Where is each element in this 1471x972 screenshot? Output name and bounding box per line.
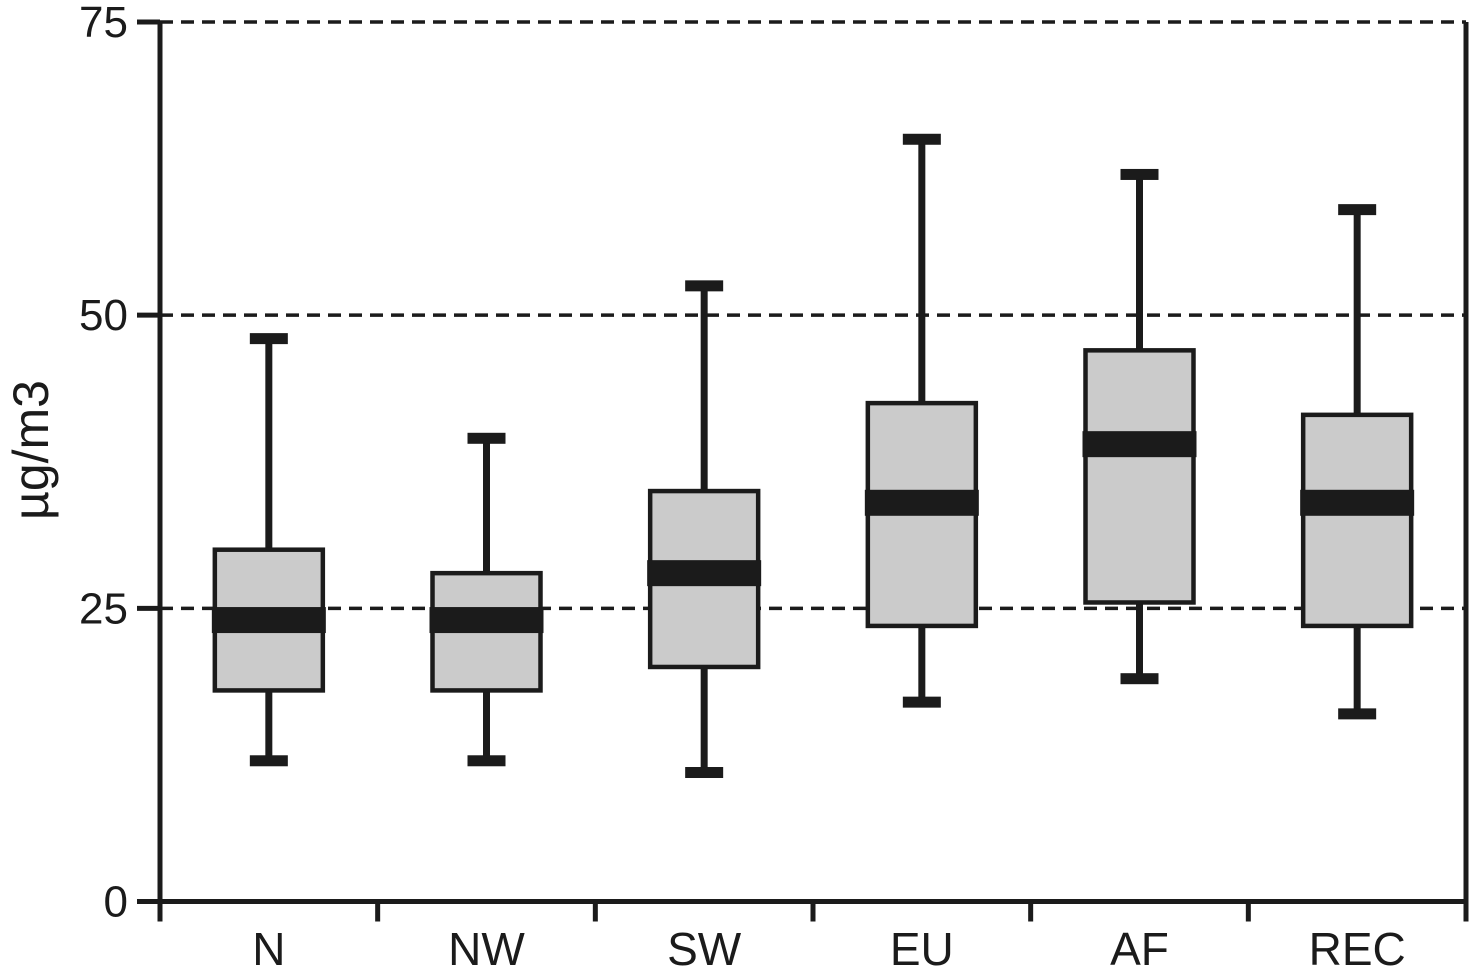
box-REC bbox=[1300, 412, 1414, 629]
median-NW bbox=[429, 607, 544, 634]
y-tick-label-75: 75 bbox=[79, 0, 128, 47]
y-tick-label-25: 25 bbox=[79, 584, 128, 633]
whisker-cap-min-REC bbox=[1338, 708, 1377, 720]
whisker-cap-max-AF bbox=[1120, 168, 1159, 180]
whisker-cap-min-EU bbox=[902, 696, 941, 708]
axis-layer bbox=[137, 19, 1469, 922]
x-category-label-N: N bbox=[252, 923, 285, 972]
whisker-cap-min-AF bbox=[1120, 673, 1159, 685]
median-SW bbox=[647, 560, 762, 587]
box-AF bbox=[1083, 348, 1196, 605]
x-category-label-AF: AF bbox=[1110, 923, 1169, 972]
whisker-cap-min-NW bbox=[467, 755, 506, 767]
x-category-label-REC: REC bbox=[1309, 923, 1406, 972]
label-layer: 0 25 50 75 N NW SW EU AF REC bbox=[79, 0, 1406, 972]
whisker-cap-max-REC bbox=[1338, 204, 1377, 216]
y-axis-title: µg/m3 bbox=[3, 380, 59, 520]
grid-layer bbox=[160, 20, 1466, 611]
y-tick-label-50: 50 bbox=[79, 291, 128, 340]
whisker-cap-max-N bbox=[249, 333, 288, 345]
box-layer bbox=[211, 133, 1415, 779]
whisker-cap-max-NW bbox=[467, 432, 506, 444]
median-AF bbox=[1082, 431, 1197, 458]
y-tick-label-0: 0 bbox=[104, 878, 128, 927]
x-category-label-SW: SW bbox=[667, 923, 742, 972]
median-EU bbox=[864, 489, 979, 516]
whisker-cap-min-SW bbox=[685, 767, 724, 779]
whisker-cap-max-EU bbox=[902, 133, 941, 145]
x-category-label-EU: EU bbox=[890, 923, 954, 972]
median-N bbox=[211, 607, 326, 634]
x-category-label-NW: NW bbox=[448, 923, 525, 972]
median-REC bbox=[1300, 489, 1415, 516]
whisker-cap-max-SW bbox=[685, 280, 724, 292]
whisker-cap-min-N bbox=[249, 755, 288, 767]
